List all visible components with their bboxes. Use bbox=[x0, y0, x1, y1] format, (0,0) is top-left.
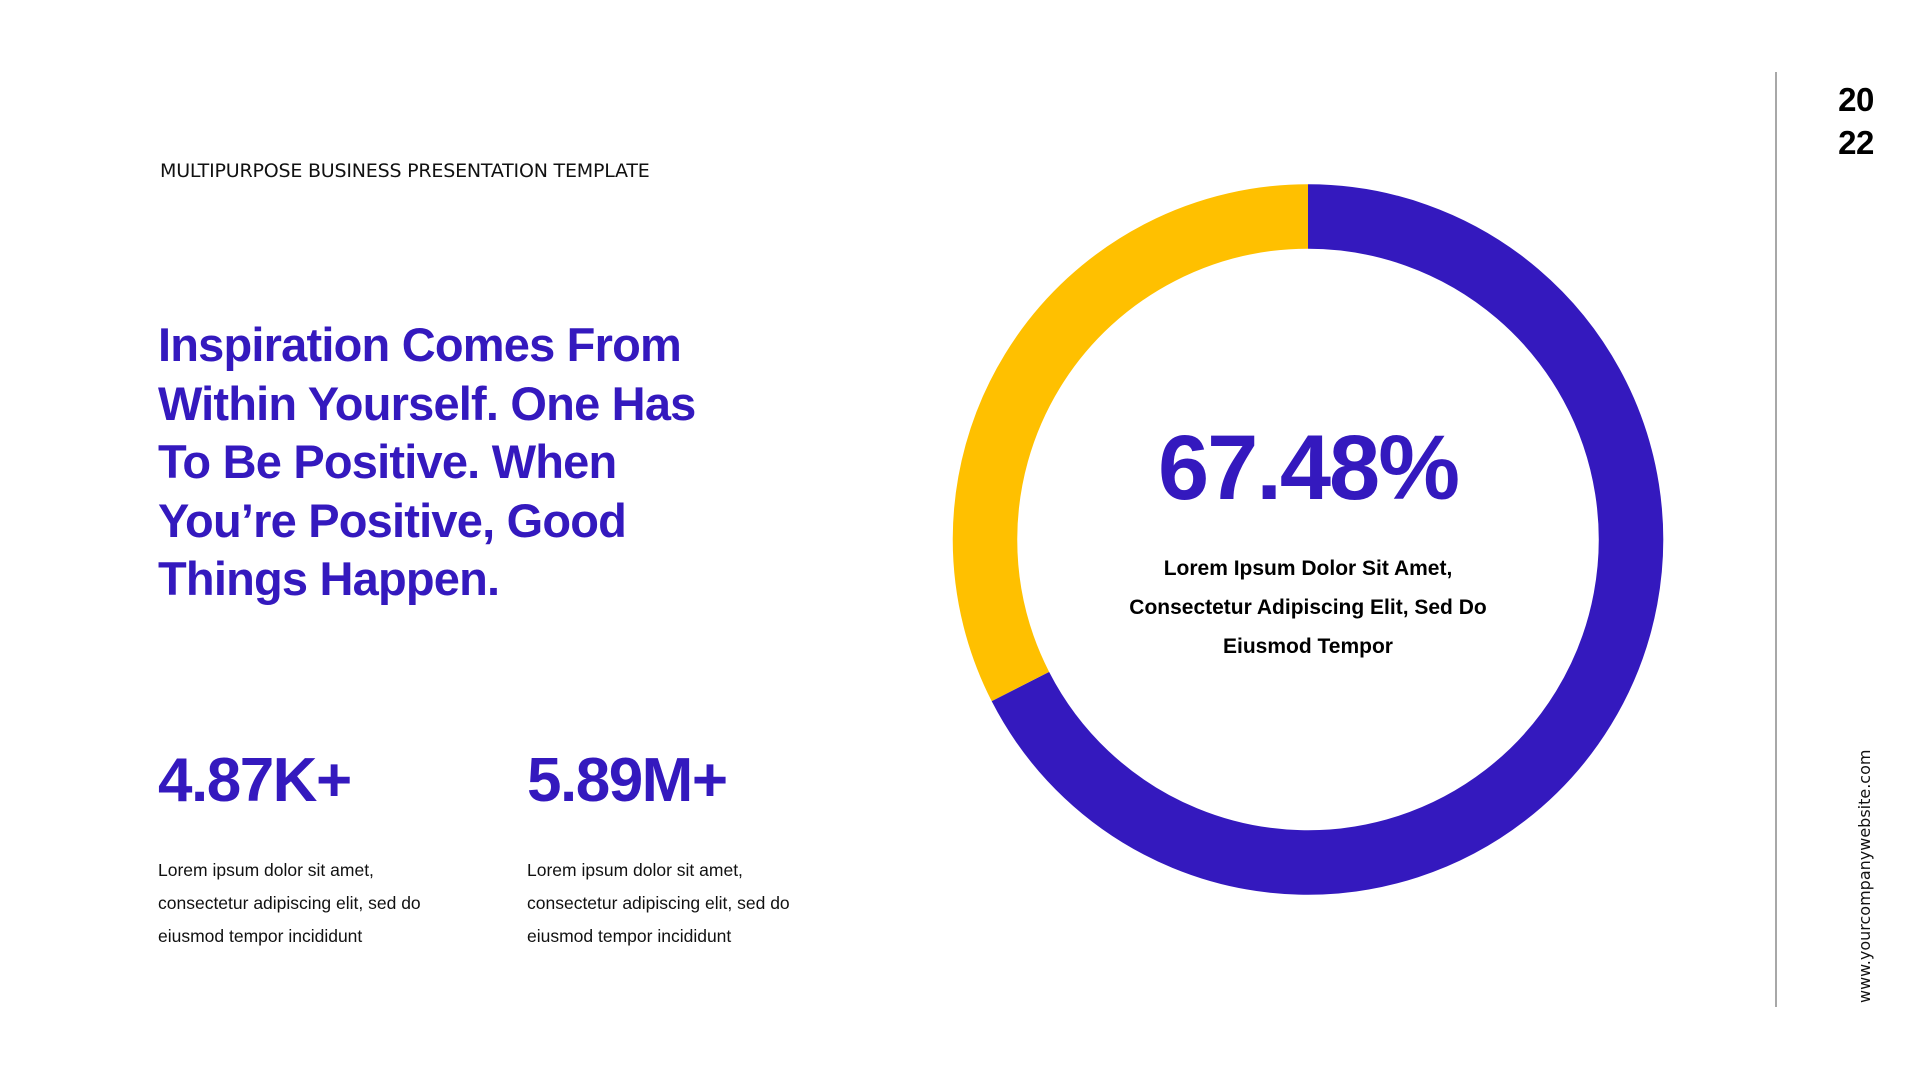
year-bottom: 22 bbox=[1838, 124, 1874, 161]
donut-description-line: Lorem Ipsum Dolor Sit Amet, bbox=[1163, 557, 1453, 580]
stat-description-line: Lorem ipsum dolor sit amet, bbox=[527, 860, 743, 880]
stat-description-line: eiusmod tempor incididunt bbox=[527, 926, 732, 946]
donut-description-line: Consectetur Adipiscing Elit, Sed Do bbox=[1129, 596, 1487, 619]
stat-value: 5.89M+ bbox=[527, 746, 728, 815]
headline-line: Within Yourself. One Has bbox=[158, 376, 696, 430]
stat-description-line: consectetur adipiscing elit, sed do bbox=[527, 893, 790, 913]
donut-slice-remainder bbox=[952, 184, 1309, 702]
vertical-divider bbox=[1775, 72, 1777, 1007]
stat-description-line: eiusmod tempor incididunt bbox=[158, 926, 363, 946]
headline: Inspiration Comes From Within Yourself. … bbox=[158, 316, 798, 609]
stat-description: Lorem ipsum dolor sit amet, consectetur … bbox=[158, 854, 421, 953]
headline-line: To Be Positive. When bbox=[158, 435, 617, 488]
header-title: MULTIPURPOSE BUSINESS PRESENTATION TEMPL… bbox=[160, 160, 650, 182]
stat-description: Lorem ipsum dolor sit amet, consectetur … bbox=[527, 854, 790, 953]
donut-slice-primary bbox=[991, 184, 1664, 895]
stat-block: 4.87K+ Lorem ipsum dolor sit amet, conse… bbox=[158, 746, 421, 953]
stat-description-line: Lorem ipsum dolor sit amet, bbox=[158, 860, 374, 880]
donut-center-description: Lorem Ipsum Dolor Sit Amet, Consectetur … bbox=[1058, 549, 1558, 666]
stat-value: 4.87K+ bbox=[158, 746, 352, 815]
stat-block: 5.89M+ Lorem ipsum dolor sit amet, conse… bbox=[527, 746, 790, 953]
year-top: 20 bbox=[1838, 81, 1874, 118]
donut-description-line: Eiusmod Tempor bbox=[1223, 635, 1393, 658]
headline-line: You’re Positive, Good bbox=[158, 493, 627, 547]
year-label: 20 22 bbox=[1826, 78, 1886, 164]
donut-slices bbox=[952, 184, 1664, 895]
website-link[interactable]: www.yourcompanywebsite.com bbox=[1855, 749, 1874, 1003]
headline-line: Things Happen. bbox=[158, 552, 500, 605]
stat-description-line: consectetur adipiscing elit, sed do bbox=[158, 893, 421, 913]
donut-center-value: 67.48% bbox=[1157, 417, 1460, 519]
headline-line: Inspiration Comes From bbox=[158, 318, 682, 371]
